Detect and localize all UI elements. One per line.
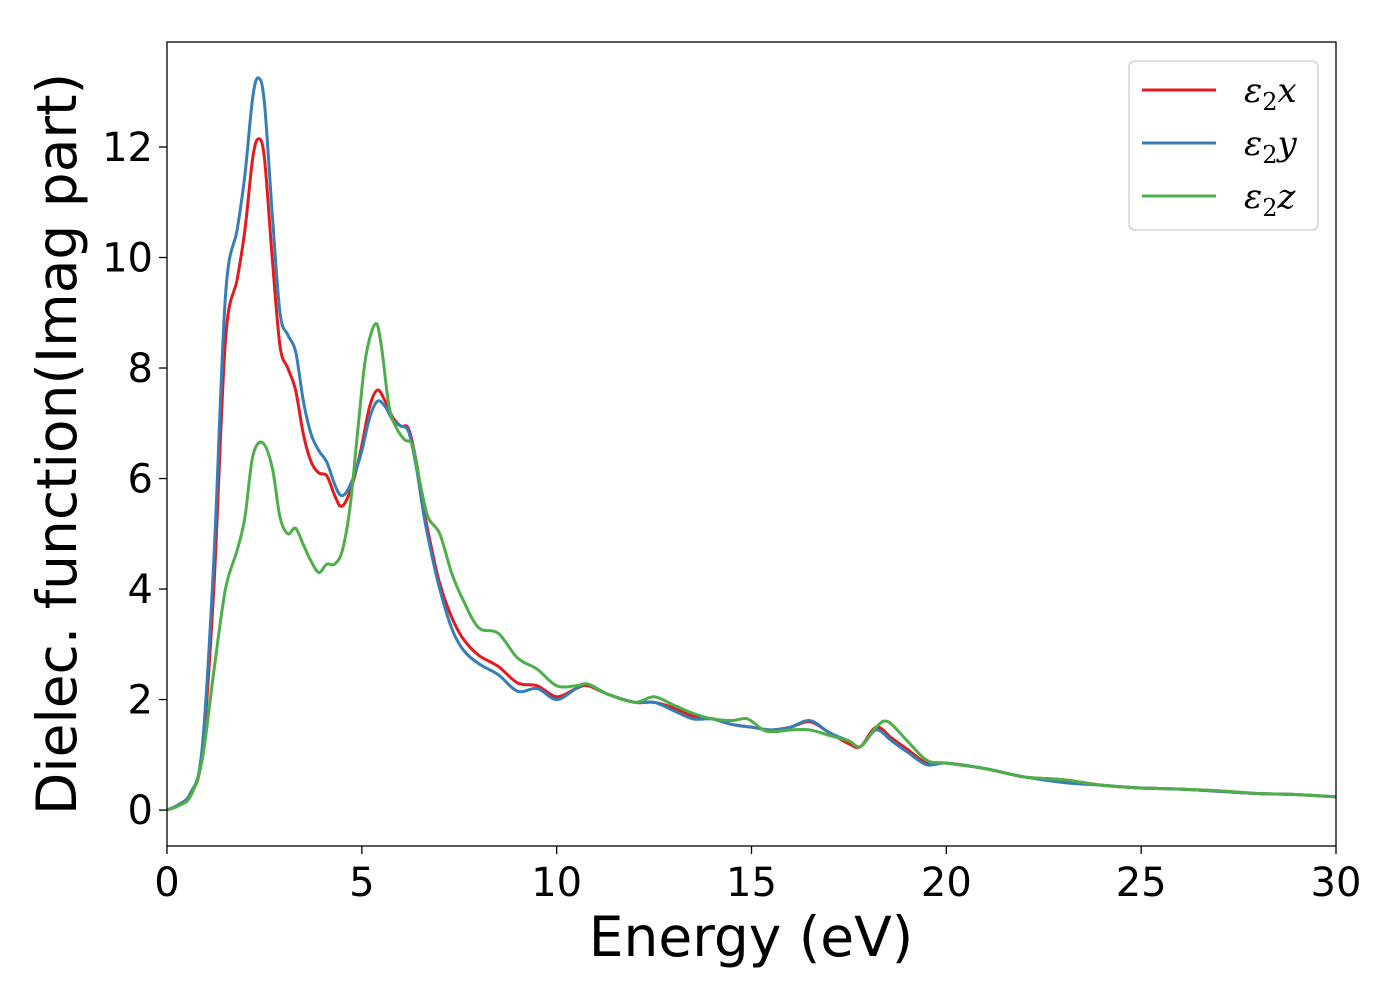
y-tick-label: 12 xyxy=(102,125,153,171)
series-line-z xyxy=(167,322,1336,812)
series-layer xyxy=(167,76,1336,812)
x-tick-label: 5 xyxy=(349,860,374,906)
x-tick-label: 30 xyxy=(1311,860,1362,906)
x-tick-label: 20 xyxy=(921,860,972,906)
series-line-y xyxy=(167,76,1336,812)
x-axis-ticks: 0 5 10 15 20 25 30 xyxy=(154,846,1361,906)
x-axis-label: Energy (eV) xyxy=(589,905,913,969)
legend-label-y: ε2y xyxy=(1244,124,1298,169)
x-tick-label: 0 xyxy=(154,860,179,906)
y-tick-label: 6 xyxy=(128,457,153,503)
x-tick-label: 25 xyxy=(1116,860,1167,906)
y-tick-label: 8 xyxy=(128,346,153,392)
x-tick-label: 15 xyxy=(726,860,777,906)
y-axis-label: Dielec. function(Imag part) xyxy=(25,73,89,815)
legend: ε2x ε2y ε2z xyxy=(1128,60,1319,231)
legend-label-x: ε2x xyxy=(1244,71,1297,116)
y-tick-label: 0 xyxy=(128,788,153,834)
y-tick-label: 10 xyxy=(102,236,153,282)
legend-box xyxy=(1128,60,1319,231)
legend-entries: ε2x ε2y ε2z xyxy=(1142,71,1298,222)
series-line-x xyxy=(167,137,1336,812)
x-tick-label: 10 xyxy=(531,860,582,906)
legend-label-z: ε2z xyxy=(1244,177,1297,222)
y-tick-label: 2 xyxy=(128,678,153,724)
y-tick-label: 4 xyxy=(128,567,153,613)
y-axis-ticks: 0 2 4 6 8 10 12 xyxy=(102,125,167,834)
